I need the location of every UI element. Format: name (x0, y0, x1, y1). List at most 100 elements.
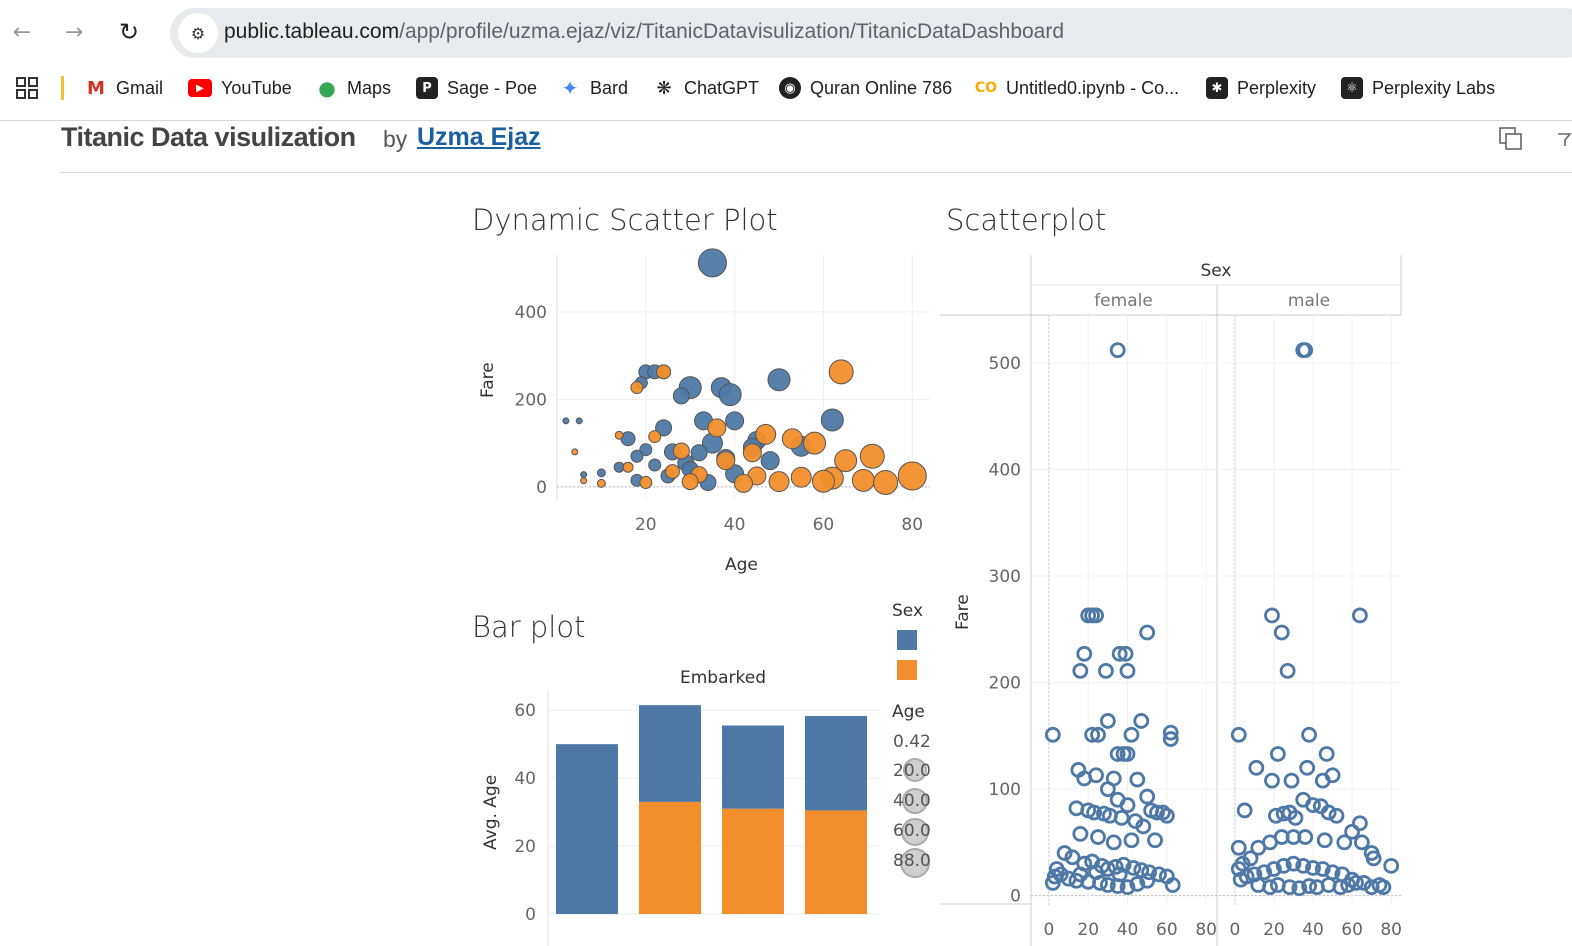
scatter-point[interactable] (656, 364, 672, 380)
scatter-point[interactable] (1162, 724, 1179, 741)
scatter-point[interactable] (1295, 857, 1312, 874)
scatter-point[interactable] (1279, 662, 1296, 679)
scatter-point[interactable] (622, 461, 634, 473)
scatter-point[interactable] (1250, 839, 1267, 856)
scatter-point[interactable] (897, 461, 927, 491)
legend-swatch-male[interactable] (897, 660, 917, 680)
scatter-point[interactable] (1301, 878, 1318, 894)
scatter-point[interactable] (1375, 879, 1392, 896)
scatter-point[interactable] (1123, 726, 1140, 743)
scatter-point[interactable] (1365, 850, 1382, 867)
scatter-point[interactable] (639, 476, 653, 489)
scatter-point[interactable] (1262, 879, 1278, 896)
scatter-point[interactable] (790, 466, 812, 488)
bar-chart[interactable]: 0 20 40 60 (470, 660, 890, 946)
scatter-point[interactable] (1119, 746, 1136, 762)
scatter-point[interactable] (1139, 872, 1156, 889)
site-info-icon[interactable]: ⚙ (178, 13, 218, 53)
forward-arrow-icon[interactable]: → (64, 19, 84, 45)
scatter-point[interactable] (873, 470, 899, 495)
scatter-point[interactable] (690, 444, 708, 462)
scatter-point[interactable] (755, 423, 777, 445)
scatter-point[interactable] (1340, 877, 1357, 893)
bookmark-perplexity[interactable]: ✱ Perplexity (1206, 76, 1316, 100)
scatter-point[interactable] (697, 248, 727, 278)
scatter-point[interactable] (1119, 797, 1136, 814)
bookmark-chatgpt[interactable]: ❋ ChatGPT (653, 76, 759, 100)
bookmark-sage-poe[interactable]: P Sage - Poe (416, 76, 537, 100)
scatter-point[interactable] (1164, 877, 1181, 893)
scatter-point[interactable] (1119, 662, 1136, 679)
filter-icon[interactable] (1556, 126, 1572, 152)
scatter-point[interactable] (1336, 834, 1353, 851)
bar-segment-male[interactable] (805, 810, 867, 915)
scatter-point[interactable] (1133, 713, 1150, 729)
scatter-point[interactable] (1352, 607, 1368, 624)
bar-segment-female[interactable] (722, 725, 784, 809)
scatter-point[interactable] (1135, 818, 1152, 835)
scatter-point[interactable] (672, 442, 690, 460)
scatter-point[interactable] (1111, 866, 1128, 883)
scatter-point[interactable] (1111, 645, 1128, 662)
url-text[interactable]: public.tableau.com/app/profile/uzma.ejaz… (224, 20, 1064, 44)
scatter-point[interactable] (1056, 845, 1073, 861)
scatter-point[interactable] (1099, 713, 1116, 729)
scatter-point[interactable] (1316, 832, 1333, 849)
scatter-point[interactable] (1230, 726, 1247, 743)
scatter-point[interactable] (734, 473, 753, 493)
scatter-point[interactable] (803, 431, 827, 455)
bookmark-perplexity-labs[interactable]: ⚛ Perplexity Labs (1341, 76, 1495, 100)
scatter-point[interactable] (1267, 807, 1284, 824)
scatter-point[interactable] (1158, 807, 1175, 824)
scatter-point[interactable] (1232, 871, 1249, 888)
scatter-point[interactable] (1097, 662, 1114, 679)
scatter-point[interactable] (1305, 797, 1321, 814)
scatter-point[interactable] (562, 417, 570, 425)
apps-grid-icon[interactable] (16, 76, 38, 100)
scatter-point[interactable] (767, 368, 791, 392)
scatter-point[interactable] (580, 477, 588, 485)
scatter-point[interactable] (1281, 879, 1298, 896)
scatter-point[interactable] (1328, 807, 1345, 824)
scatter-point[interactable] (820, 408, 844, 432)
back-arrow-icon[interactable]: ← (12, 19, 32, 45)
scatter-point[interactable] (1320, 804, 1337, 821)
scatter-point[interactable] (1264, 772, 1280, 789)
reload-icon[interactable]: ↻ (118, 18, 140, 46)
scatter-point[interactable] (1162, 731, 1179, 747)
scatter-point[interactable] (1139, 788, 1156, 805)
scatter-point[interactable] (1088, 864, 1104, 881)
bar-segment-male[interactable] (722, 808, 784, 915)
scatter-point[interactable] (1072, 825, 1089, 842)
scatter-point[interactable] (1264, 607, 1280, 624)
bookmark-quran-online[interactable]: ◉ Quran Online 786 (779, 76, 952, 100)
bar-segment-female[interactable] (805, 715, 867, 811)
bar-segment-female[interactable] (639, 705, 701, 802)
scatter-point[interactable] (1275, 857, 1292, 874)
scatter-point[interactable] (768, 471, 790, 493)
legend-swatch-female[interactable] (897, 630, 917, 650)
author-link[interactable]: Uzma Ejaz (417, 123, 541, 151)
scatter-point[interactable] (1086, 804, 1103, 821)
scatter-point[interactable] (707, 418, 727, 438)
scatter-point[interactable] (1318, 746, 1335, 762)
scatter-point[interactable] (1129, 876, 1146, 892)
scatter-point[interactable] (1352, 815, 1368, 832)
scatter-point[interactable] (1299, 759, 1316, 776)
scatter-point[interactable] (630, 449, 644, 463)
scatter-point[interactable] (580, 471, 588, 479)
scatter-point[interactable] (1046, 868, 1063, 885)
scatter-point[interactable] (1149, 804, 1165, 821)
scatter-point[interactable] (1099, 877, 1116, 893)
scatter-point[interactable] (828, 359, 854, 385)
scatter-point[interactable] (716, 451, 736, 471)
scatter-point[interactable] (639, 443, 653, 457)
scatter-point[interactable] (1236, 802, 1253, 819)
scatter-point[interactable] (1125, 860, 1142, 876)
scatter-point[interactable] (1109, 342, 1126, 359)
dynamic-scatter-chart[interactable]: 0 200 400 20 40 60 80 (470, 240, 940, 590)
bookmark-colab[interactable]: CO Untitled0.ipynb - Co... (975, 76, 1179, 100)
scatter-point[interactable] (1348, 874, 1364, 891)
scatter-point[interactable] (1090, 829, 1106, 845)
scatter-point[interactable] (1230, 839, 1247, 856)
